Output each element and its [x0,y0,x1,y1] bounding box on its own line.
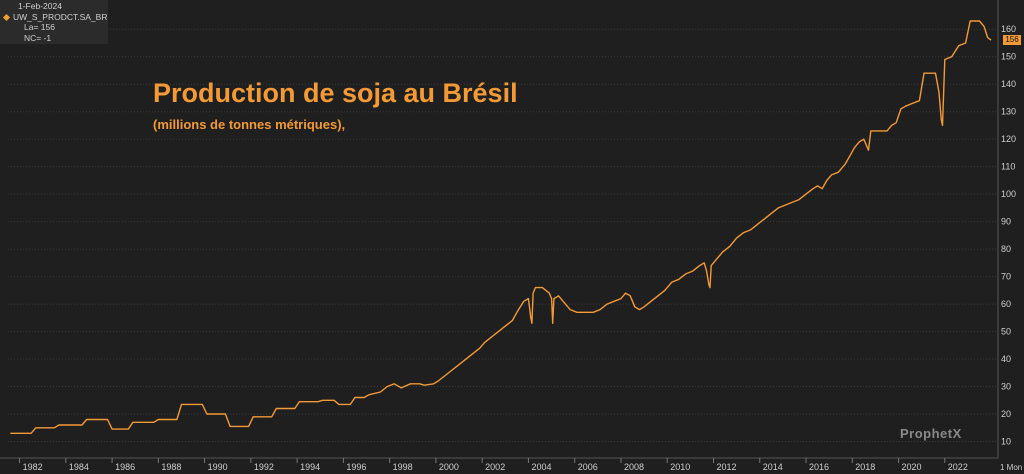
x-tick-label: 1998 [393,462,413,472]
x-tick-label: 2014 [763,462,783,472]
series-line [10,20,992,434]
y-tick-label: 70 [1001,272,1011,282]
x-tick-label: 2006 [578,462,598,472]
y-tick-label: 160 [1001,24,1016,34]
x-tick-label: 1984 [69,462,89,472]
x-tick-label: 2022 [948,462,968,472]
y-tick-label: 120 [1001,134,1016,144]
x-tick-label: 1982 [23,462,43,472]
x-tick-label: 2004 [531,462,551,472]
y-tick-label: 90 [1001,217,1011,227]
x-tick-label: 1992 [254,462,274,472]
x-tick-label: 1996 [346,462,366,472]
x-tick-label: 1986 [115,462,135,472]
x-tick-label: 2008 [624,462,644,472]
x-tick-label: 2000 [439,462,459,472]
y-tick-label: 40 [1001,354,1011,364]
x-tick-label: 2012 [716,462,736,472]
y-tick-label: 60 [1001,299,1011,309]
period-label: 1 Mon [1000,463,1022,472]
x-tick-label: 1988 [161,462,181,472]
legend-symbol: UW_S_PRODCT.SA_BR [13,11,108,22]
last-value-badge: 156 [1003,35,1021,46]
legend-series: UW_S_PRODCT.SA_BR [2,11,108,23]
y-tick-label: 110 [1001,162,1015,172]
legend-last: La= 156 [24,22,55,32]
legend-panel: 1-Feb-2024 UW_S_PRODCT.SA_BR La= 156 NC=… [0,0,108,44]
brand-logo: ProphetX [900,426,962,441]
x-tick-label: 2020 [902,462,922,472]
y-tick-label: 30 [1001,382,1011,392]
y-tick-label: 20 [1001,409,1011,419]
y-tick-label: 10 [1001,437,1011,447]
x-tick-label: 2010 [670,462,690,472]
y-tick-label: 100 [1001,189,1016,199]
y-tick-label: 50 [1001,327,1011,337]
y-tick-label: 140 [1001,79,1016,89]
series-diamond-icon [2,13,11,21]
legend-net-change: NC= -1 [24,32,52,43]
chart-title: Production de soja au Brésil [153,78,518,108]
y-tick-label: 80 [1001,244,1011,254]
y-tick-label: 150 [1001,52,1016,62]
legend-date: 1-Feb-2024 [18,1,62,11]
x-tick-label: 2002 [485,462,505,472]
y-tick-label: 130 [1001,107,1016,117]
x-tick-label: 2016 [809,462,829,472]
x-tick-label: 1990 [208,462,228,472]
x-tick-label: 1994 [300,462,320,472]
x-tick-label: 2018 [855,462,875,472]
chart-subtitle: (millions de tonnes métriques), [153,117,346,132]
